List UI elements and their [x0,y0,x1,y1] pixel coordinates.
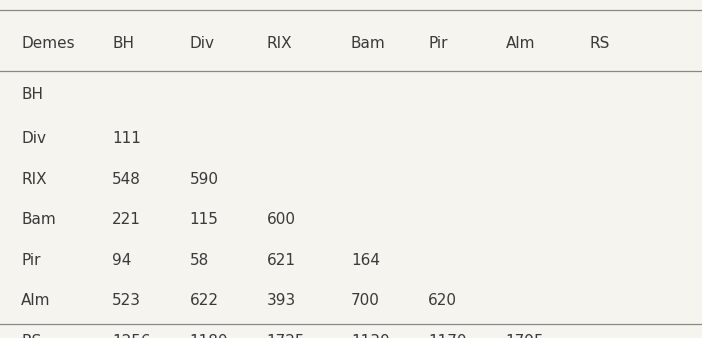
Text: 621: 621 [267,253,296,268]
Text: 1725: 1725 [267,334,305,338]
Text: RIX: RIX [267,37,293,51]
Text: 1170: 1170 [428,334,467,338]
Text: Bam: Bam [351,37,386,51]
Text: 115: 115 [190,212,218,227]
Text: 548: 548 [112,172,141,187]
Text: 600: 600 [267,212,296,227]
Text: 523: 523 [112,293,141,308]
Text: 1256: 1256 [112,334,151,338]
Text: 622: 622 [190,293,218,308]
Text: Div: Div [190,37,215,51]
Text: 58: 58 [190,253,208,268]
Text: 1130: 1130 [351,334,390,338]
Text: 1795: 1795 [505,334,544,338]
Text: 164: 164 [351,253,380,268]
Text: Alm: Alm [21,293,51,308]
Text: 1180: 1180 [190,334,228,338]
Text: RS: RS [21,334,41,338]
Text: BH: BH [21,87,43,102]
Text: 393: 393 [267,293,296,308]
Text: 111: 111 [112,131,141,146]
Text: 620: 620 [428,293,457,308]
Text: Div: Div [21,131,46,146]
Text: Pir: Pir [428,37,448,51]
Text: BH: BH [112,37,134,51]
Text: Demes: Demes [21,37,74,51]
Text: 221: 221 [112,212,141,227]
Text: RIX: RIX [21,172,47,187]
Text: Alm: Alm [505,37,535,51]
Text: 94: 94 [112,253,132,268]
Text: Pir: Pir [21,253,41,268]
Text: RS: RS [590,37,610,51]
Text: 700: 700 [351,293,380,308]
Text: Bam: Bam [21,212,56,227]
Text: 590: 590 [190,172,218,187]
